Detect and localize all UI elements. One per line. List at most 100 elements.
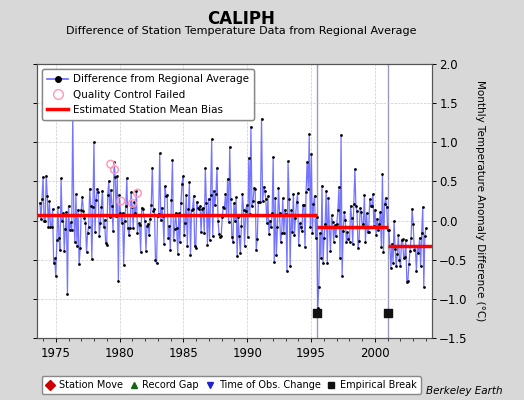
Point xyxy=(320,235,329,241)
Point xyxy=(93,186,101,192)
Point xyxy=(345,238,354,245)
Point xyxy=(343,229,352,235)
Point xyxy=(220,205,228,211)
Point xyxy=(346,202,355,209)
Point xyxy=(332,233,340,240)
Point xyxy=(83,230,92,236)
Point xyxy=(111,166,119,173)
Point xyxy=(105,178,113,184)
Point xyxy=(398,236,407,243)
Point xyxy=(321,220,330,227)
Point xyxy=(392,263,400,270)
Point xyxy=(121,217,129,224)
Point xyxy=(296,220,304,227)
Point xyxy=(402,279,411,285)
Point xyxy=(43,193,51,199)
Point xyxy=(37,215,45,222)
Point xyxy=(268,210,276,216)
Point xyxy=(336,255,344,261)
Point xyxy=(224,218,233,225)
Point xyxy=(136,248,145,255)
Point xyxy=(180,232,188,238)
Point xyxy=(417,263,425,270)
Point xyxy=(335,184,343,190)
Point xyxy=(192,245,200,251)
Point xyxy=(286,263,294,269)
Point xyxy=(156,150,164,156)
Point xyxy=(162,193,170,200)
Point xyxy=(278,230,286,236)
Point xyxy=(380,201,389,208)
Point xyxy=(267,224,275,230)
Point xyxy=(322,188,331,194)
Point xyxy=(251,186,259,192)
Point xyxy=(63,290,72,297)
Point xyxy=(116,210,125,216)
Point xyxy=(248,203,256,209)
Point xyxy=(389,259,397,266)
Point xyxy=(198,206,206,212)
Point xyxy=(265,231,273,238)
Text: CALIPH: CALIPH xyxy=(207,10,275,28)
Point xyxy=(163,192,171,198)
Point xyxy=(324,194,333,201)
Point xyxy=(218,214,226,220)
Point xyxy=(396,263,405,270)
Point xyxy=(384,310,392,316)
Point xyxy=(157,217,165,223)
Point xyxy=(155,210,163,217)
Point xyxy=(312,213,321,220)
Point xyxy=(45,198,53,205)
Point xyxy=(253,235,261,242)
Point xyxy=(301,244,309,250)
Point xyxy=(372,232,380,238)
Point xyxy=(38,196,46,202)
Point xyxy=(143,222,151,229)
Point xyxy=(221,191,230,198)
Point xyxy=(56,247,64,254)
Point xyxy=(326,248,335,255)
Point xyxy=(371,206,379,213)
Point xyxy=(147,202,156,208)
Point xyxy=(129,225,137,232)
Point xyxy=(92,196,100,203)
Point xyxy=(122,203,130,209)
Point xyxy=(331,222,339,228)
Point xyxy=(263,220,271,226)
Legend: Difference from Regional Average, Quality Control Failed, Estimated Station Mean: Difference from Regional Average, Qualit… xyxy=(42,69,254,120)
Point xyxy=(293,190,302,197)
Point xyxy=(51,273,60,280)
Point xyxy=(101,216,109,223)
Point xyxy=(228,239,237,245)
Point xyxy=(303,159,311,165)
Point xyxy=(172,224,181,231)
Point xyxy=(159,213,167,219)
Point xyxy=(185,179,193,186)
Point xyxy=(165,222,173,229)
Point xyxy=(107,187,115,193)
Point xyxy=(216,234,224,240)
Point xyxy=(202,200,211,206)
Point xyxy=(366,196,374,202)
Point xyxy=(348,241,357,247)
Point xyxy=(347,215,356,221)
Point xyxy=(200,230,209,236)
Point xyxy=(62,209,71,216)
Point xyxy=(69,112,77,118)
Legend: Station Move, Record Gap, Time of Obs. Change, Empirical Break: Station Move, Record Gap, Time of Obs. C… xyxy=(41,376,421,394)
Point xyxy=(88,256,96,262)
Point xyxy=(400,254,409,261)
Point xyxy=(74,207,82,213)
Point xyxy=(222,212,231,218)
Point xyxy=(274,185,282,191)
Point xyxy=(42,172,50,179)
Point xyxy=(405,260,413,267)
Point xyxy=(282,211,290,217)
Point xyxy=(152,260,161,266)
Point xyxy=(292,199,301,206)
Point xyxy=(369,191,377,197)
Point xyxy=(367,203,375,209)
Point xyxy=(171,209,180,216)
Point xyxy=(191,243,199,249)
Point xyxy=(269,154,277,160)
